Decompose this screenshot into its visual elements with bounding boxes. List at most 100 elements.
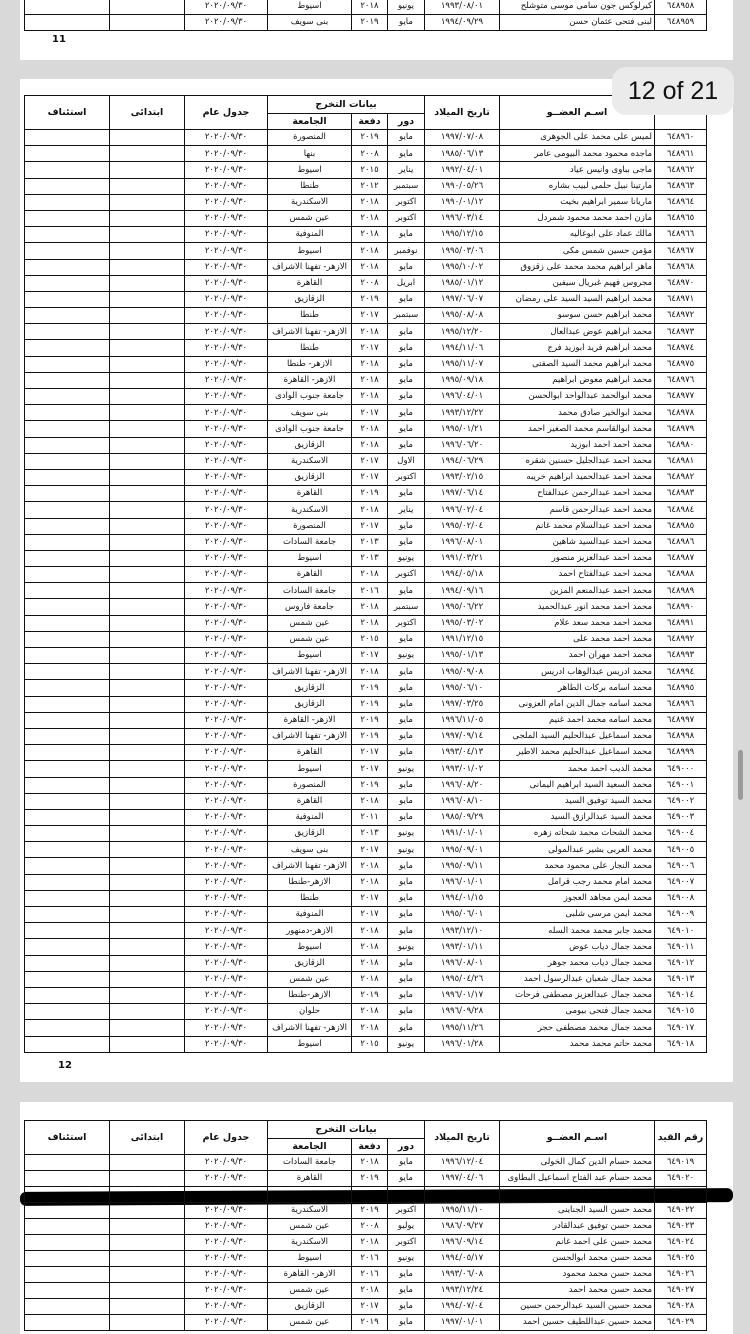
birth-date: ١٩٩٥/١٢/١٥ (424, 226, 501, 244)
batch: ٢٠١٧ (351, 339, 389, 357)
registry-number: ٦٤٩٠١٩ (654, 1154, 708, 1171)
university: جامعة السادات (266, 582, 353, 600)
appeal (24, 355, 110, 373)
session: اكتوبر (387, 566, 426, 584)
university: الزقازيق (266, 695, 353, 713)
registry-number: ٦٤٨٩٦٨ (654, 258, 708, 276)
table-row: ٦٤٨٩٦٥ مازن احمد محمد محمود شمردل ١٩٩٦/٠٣/… (24, 209, 708, 228)
appeal (24, 436, 110, 454)
general-schedule: ٢٠٢٠/٠٩/٣٠ (184, 792, 268, 810)
general-schedule: ٢٠٢٠/٠٩/٣٠ (184, 825, 268, 843)
birth-date: ١٩٩٣/١٢/٢٢ (424, 404, 501, 422)
member-name: محمد احمد عبدالفتاح احمد (499, 566, 656, 584)
primary (109, 598, 185, 616)
batch: ٢٠١٨ (351, 922, 389, 940)
batch: ٢٠١٨ (351, 242, 389, 260)
appeal (24, 1035, 110, 1053)
registry-number: ٦٤٩٠٠٣ (654, 808, 708, 827)
appeal (24, 177, 110, 195)
general-schedule: ٢٠٢٠/٠٩/٣٠ (184, 1154, 268, 1171)
table-row: ٦٤٩٠٠٥ محمد العربى بشير عبدالمولى ١٩٩٥/٠٩/… (24, 841, 708, 859)
table-row: ٦٤٨٩٦٨ ماهر ابراهيم محمد محمد على زقزوق ١٩… (24, 258, 708, 276)
primary (109, 517, 185, 535)
batch: ٢٠١٧ (351, 1298, 389, 1315)
session: مايو (387, 808, 426, 827)
university: اسيوط (266, 1035, 353, 1053)
table-row: ٦٤٨٩٦٧ مؤمن حسين شمس مكى ١٩٩٥/٠٣/٠٦ نوفمبر ٢… (24, 242, 708, 260)
table-row: ٦٤٨٩٨٤ محمد احمد عبدالرحمن قاسم ١٩٩٦/٠٢/٠٤… (24, 501, 708, 519)
appeal (24, 371, 110, 390)
registry-number: ٦٤٩٠١٤ (654, 986, 708, 1005)
primary (109, 663, 185, 681)
batch: ٢٠١٨ (351, 1282, 389, 1299)
table-row: ٦٤٩٠٠١ محمد السعيد السيد ابراهيم اليمانى ١… (24, 776, 708, 794)
session: يونيو (387, 841, 426, 859)
appeal (24, 1019, 110, 1037)
general-schedule: ٢٠٢٠/٠٩/٣٠ (184, 339, 268, 357)
session: مايو (387, 517, 426, 535)
batch: ٢٠١٧ (351, 468, 389, 487)
batch: ٢٠١٣ (351, 549, 389, 568)
table-row: ٦٤٨٩٩٨ محمد اسماعيل عبدالحليم السيد الملج… (24, 727, 708, 746)
primary (109, 841, 185, 859)
member-name: محمد حسن محمد احمد (499, 1282, 656, 1299)
table-row: ٦٤٩٠٢٨ محمد حسين السيد عبدالرحمن حسين ١٩٩٤… (24, 1298, 708, 1315)
member-name: محمد احمد عبدالسلام محمد غانم (499, 517, 656, 535)
table-row: ٦٤٩٠١٢ محمد جمال دياب محمد جوهر ١٩٩٦/٠٨/٠١… (24, 954, 708, 972)
university: الازهر-دمنهور (266, 922, 353, 940)
university: عين شمس (266, 1314, 353, 1331)
header-row: اسـم العضــو تاريخ الميلاد بيانات التخرج جد… (24, 95, 708, 130)
member-name: محمد السعيد السيد ابراهيم اليمانى (499, 776, 656, 794)
header-cell: دفعة (351, 1138, 389, 1155)
table: اسـم العضــو تاريخ الميلاد بيانات التخرج جد… (24, 95, 708, 1053)
general-schedule: ٢٠٢٠/٠٩/٣٠ (184, 857, 268, 875)
member-name: محمد احمد محمد انور عبدالحميد (499, 598, 656, 616)
appeal (24, 1218, 110, 1235)
batch: ٢٠١١ (351, 808, 389, 827)
table-row: ٦٤٩٠٠٤ محمد الشحات محمد شحاته زهره ١٩٩١/٠١… (24, 825, 708, 843)
header-cell: بيانات التخرج (266, 1120, 426, 1139)
table-row: ٦٤٨٩٦١ ماجده محمود محمد البيومى عامر ١٩٨٥/… (24, 145, 708, 163)
general-schedule: ٢٠٢٠/٠٩/٣٠ (184, 760, 268, 778)
university: جامعة جنوب الوادى (266, 387, 353, 406)
primary (109, 404, 185, 422)
primary (109, 954, 185, 972)
general-schedule: ٢٠٢٠/٠٩/٣٠ (184, 290, 268, 309)
general-schedule: ٢٠٢٠/٠٩/٣٠ (184, 1003, 268, 1021)
appeal (24, 0, 110, 15)
appeal (24, 420, 110, 438)
session: مايو (387, 404, 426, 422)
primary (109, 1019, 185, 1037)
university: اسيوط (266, 161, 353, 179)
primary (109, 1035, 185, 1053)
birth-date: ١٩٩٢/٠٤/٠١ (424, 161, 501, 179)
general-schedule: ٢٠٢٠/٠٩/٣٠ (184, 420, 268, 438)
appeal (24, 792, 110, 810)
table-row: ٦٤٨٩٧٨ محمد ابوالخير صادق محمد ١٩٩٣/١٢/٢٢ م… (24, 404, 708, 422)
header-cell: دور (387, 113, 426, 130)
general-schedule: ٢٠٢٠/٠٩/٣٠ (184, 646, 268, 665)
session: مايو (387, 485, 426, 503)
table-row: ٦٤٩٠٢٤ محمد حسن على احمد غانم ١٩٩٦/٠٩/١٤ اك… (24, 1234, 708, 1251)
batch: ٢٠١٨ (351, 598, 389, 616)
member-name: ماجده محمود محمد البيومى عامر (499, 145, 656, 163)
primary (109, 1266, 185, 1283)
primary (109, 905, 185, 924)
member-name: محمد حسن السيد الجناينى (499, 1202, 656, 1219)
birth-date: ١٩٨٥/٠٩/٢٩ (424, 808, 501, 827)
university: الاسكندرية (266, 1202, 353, 1219)
appeal (24, 1154, 110, 1171)
birth-date: ١٩٩٥/٠١/٢١ (424, 420, 501, 438)
member-name: مؤمن حسين شمس مكى (499, 242, 656, 260)
university: عين شمس (266, 1218, 353, 1235)
general-schedule: ٢٠٢٠/٠٩/٣٠ (184, 598, 268, 616)
primary (109, 161, 185, 179)
birth-date: ١٩٩٥/٠٣/٠٢ (424, 614, 501, 632)
university: الاسكندرية (266, 1234, 353, 1251)
member-name: لميس على محمد على الجوهرى (499, 128, 656, 147)
member-name: لبنى فتحى عثمان حسن (499, 14, 655, 31)
table-row: ٦٤٩٠٢٦ محمد حسن محمد محمود ١٩٩٣/٠٦/٠٨ مايو ٢… (24, 1266, 708, 1283)
batch: ٢٠١٥ (351, 161, 389, 179)
primary (109, 258, 185, 276)
